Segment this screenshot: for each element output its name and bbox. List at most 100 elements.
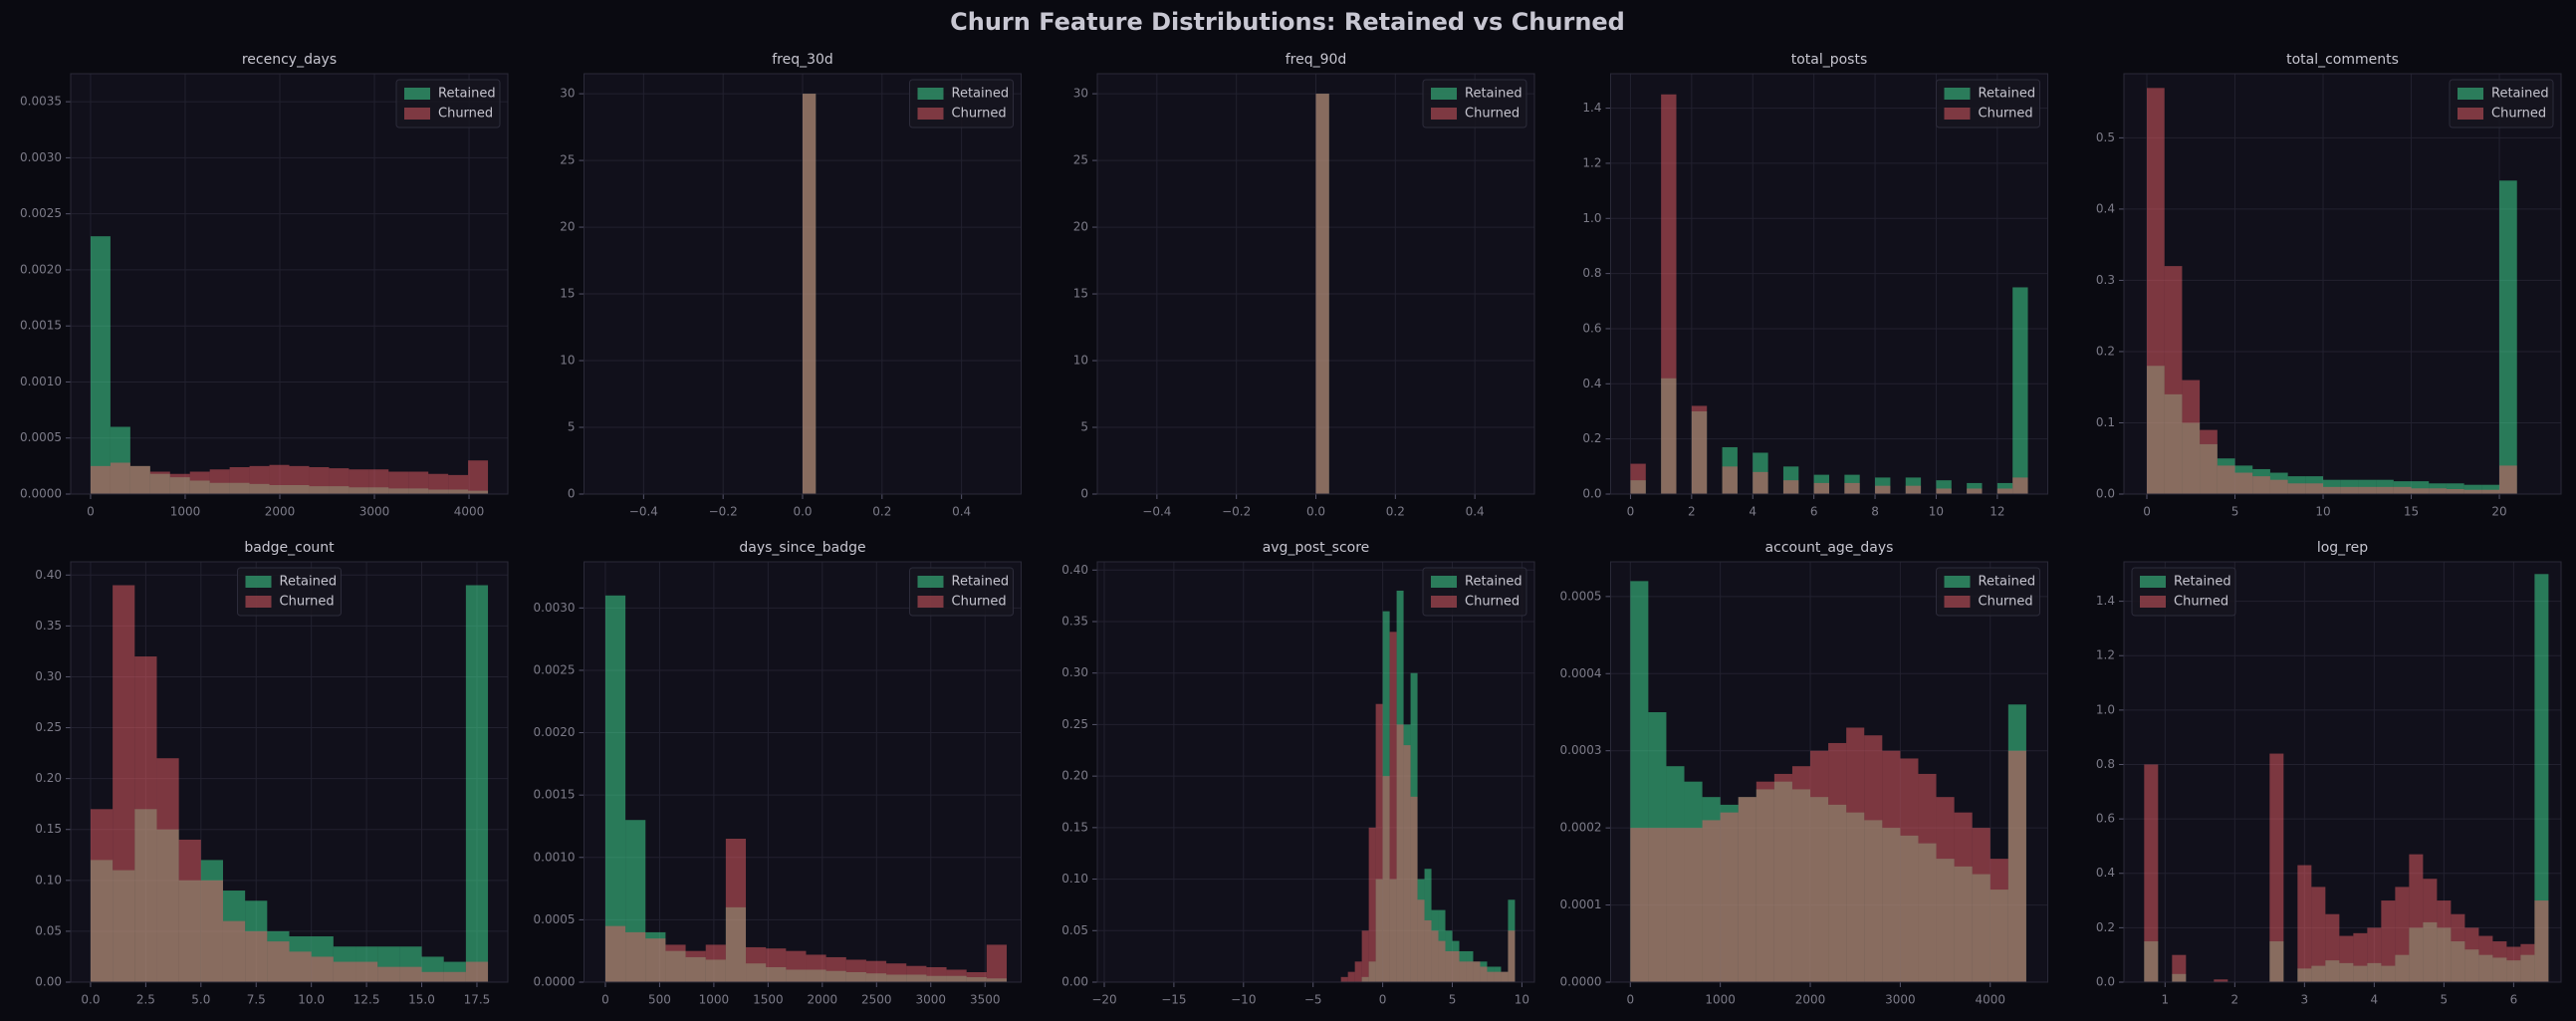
x-tick-label: 2 xyxy=(1688,505,1696,519)
histogram-bar xyxy=(311,956,334,982)
histogram-bar xyxy=(946,969,967,982)
histogram-bar xyxy=(1347,971,1355,982)
histogram-bar xyxy=(443,971,466,982)
histogram-bar xyxy=(2423,879,2438,982)
y-tick-label: 25 xyxy=(1073,153,1088,167)
histogram-bar xyxy=(267,941,290,982)
histogram-bar xyxy=(1340,976,1348,982)
y-tick-label: 0.8 xyxy=(1582,266,1601,280)
legend: Retained Churned xyxy=(395,79,501,128)
x-tick-label: 2.5 xyxy=(136,993,155,1007)
subplot: 0 1000 2000 3000 4000 0.0000 0.0001 0.0002 0.000… xyxy=(1560,540,2048,1007)
legend-swatch xyxy=(917,596,944,608)
legend-label: Retained xyxy=(2174,575,2231,590)
x-tick-label: 3000 xyxy=(359,505,390,519)
legend: Retained Churned xyxy=(909,79,1014,128)
histogram-bar xyxy=(1936,488,1952,494)
x-tick-label: −10 xyxy=(1231,993,1256,1007)
y-tick-label: 20 xyxy=(1073,220,1088,234)
x-tick-label: 12.5 xyxy=(353,993,380,1007)
x-tick-label: 3000 xyxy=(1885,993,1916,1007)
histogram-bar xyxy=(1722,466,1738,494)
subplot: −0.4 −0.2 0.0 0.2 0.4 0 5 10 15 20 25 30 freq_30d Ret… xyxy=(560,52,1022,519)
legend-label: Retained xyxy=(2491,87,2549,102)
x-tick-label: 0 xyxy=(1379,993,1387,1007)
histogram-bar xyxy=(1410,796,1418,982)
histogram-bar xyxy=(1438,940,1446,982)
x-tick-label: 4000 xyxy=(454,505,485,519)
legend: Retained Churned xyxy=(2449,79,2554,128)
histogram-bar xyxy=(1431,930,1439,982)
legend-label: Retained xyxy=(1979,575,2036,590)
histogram-bar xyxy=(465,961,489,982)
histogram-bar xyxy=(2200,429,2218,494)
legend: Retained Churned xyxy=(1422,567,1527,617)
y-tick-label: 0 xyxy=(568,487,576,501)
histogram-bar xyxy=(1844,482,1860,494)
histogram-bar xyxy=(604,595,626,982)
y-tick-label: 1.2 xyxy=(2096,648,2115,662)
legend-swatch xyxy=(1944,576,1971,588)
histogram-bar xyxy=(1773,773,1792,982)
y-tick-label: 30 xyxy=(560,87,575,101)
y-tick-label: 15 xyxy=(560,287,575,301)
histogram-bar xyxy=(1875,485,1891,494)
histogram-bar xyxy=(2311,887,2326,982)
legend-swatch xyxy=(1944,88,1971,100)
y-tick-label: 0.2 xyxy=(1582,431,1601,445)
y-tick-label: 0.0 xyxy=(2096,975,2115,989)
x-tick-label: 2000 xyxy=(808,993,838,1007)
y-tick-label: 0.0000 xyxy=(20,487,62,501)
y-tick-label: 0.30 xyxy=(1061,665,1088,679)
histogram-bar xyxy=(2325,913,2340,982)
histogram-bar xyxy=(189,471,210,494)
y-tick-label: 0.4 xyxy=(1582,377,1601,390)
y-tick-label: 0.35 xyxy=(35,619,62,633)
histogram-bar xyxy=(685,950,706,982)
y-tick-label: 0.4 xyxy=(2096,201,2115,215)
plot-frame xyxy=(2123,561,2562,983)
plot-area xyxy=(584,562,1022,982)
x-tick-label: 4000 xyxy=(1975,993,2005,1007)
histogram-bar xyxy=(2339,935,2354,982)
histogram-bar xyxy=(2499,465,2517,494)
histogram-bar xyxy=(1417,899,1425,982)
histogram-bar xyxy=(2287,483,2306,494)
legend-swatch xyxy=(245,576,272,588)
x-tick-label: 6 xyxy=(1810,505,1818,519)
x-tick-label: 0.0 xyxy=(793,505,812,519)
histogram-bar xyxy=(1630,463,1646,494)
x-tick-label: 5.0 xyxy=(191,993,210,1007)
y-tick-label: 1.0 xyxy=(1582,211,1601,225)
legend-swatch xyxy=(917,88,944,100)
y-tick-label: 0.0010 xyxy=(534,850,576,864)
histogram-bar xyxy=(1466,961,1474,982)
histogram-bar xyxy=(2305,483,2324,494)
histogram-bar xyxy=(2481,484,2500,494)
x-tick-label: 2000 xyxy=(1795,993,1826,1007)
histogram-bar xyxy=(1753,471,1768,494)
legend-swatch xyxy=(1944,108,1971,120)
y-tick-label: 0.6 xyxy=(2096,812,2115,826)
histogram-bar xyxy=(222,920,246,982)
histogram-bar xyxy=(1738,797,1756,982)
plot-frame xyxy=(584,73,1022,495)
histogram-bar xyxy=(2381,900,2396,982)
histogram-bar xyxy=(1882,750,1901,982)
histogram-bar xyxy=(1480,966,1488,982)
legend-label: Churned xyxy=(2491,107,2546,122)
histogram-bar xyxy=(468,460,489,494)
histogram-bar xyxy=(377,966,400,982)
y-tick-label: 0.35 xyxy=(1061,614,1088,628)
legend-swatch xyxy=(2458,88,2483,100)
histogram-bar xyxy=(1315,94,1329,494)
histogram-bar xyxy=(1424,919,1432,982)
histogram-bar xyxy=(1691,405,1708,494)
histogram-bar xyxy=(1361,930,1369,982)
y-tick-label: 0.4 xyxy=(2096,866,2115,880)
histogram-bar xyxy=(129,465,150,494)
histogram-bar xyxy=(2429,488,2447,494)
histogram-bar xyxy=(134,656,157,982)
y-tick-label: 0.25 xyxy=(35,720,62,734)
subplot: 0 2 4 6 8 10 12 0.0 0.2 0.4 0.6 0.8 1.0 1.2 1.4 total_p… xyxy=(1582,52,2048,519)
